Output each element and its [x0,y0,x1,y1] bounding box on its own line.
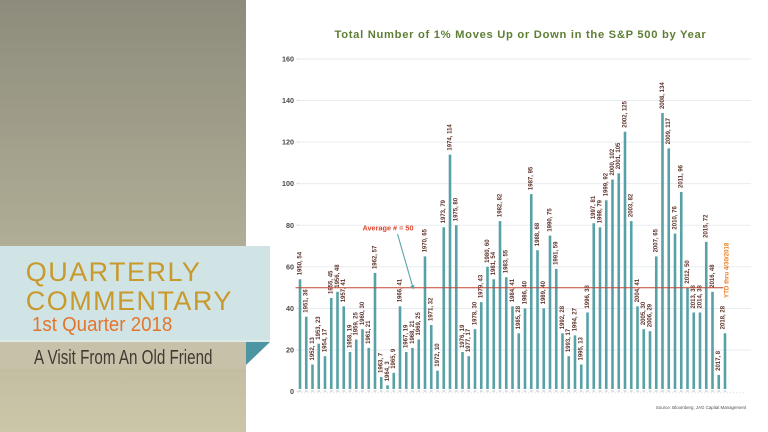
svg-text:1959, 25: 1959, 25 [354,312,360,336]
svg-text:1955, 45: 1955, 45 [329,270,335,294]
svg-text:1966, 41: 1966, 41 [397,278,403,302]
svg-text:1963, 7: 1963, 7 [379,352,385,373]
svg-text:2016, 48: 2016, 48 [710,264,716,288]
svg-text:1986, 40: 1986, 40 [522,280,528,304]
svg-text:60: 60 [286,262,294,271]
svg-text:1953, 23: 1953, 23 [316,316,322,340]
svg-text:YTD thru 4/30/2018: YTD thru 4/30/2018 [723,242,730,298]
svg-text:2015, 72: 2015, 72 [704,214,710,238]
svg-text:1954, 17: 1954, 17 [322,328,328,352]
svg-text:2018, 28: 2018, 28 [721,305,727,329]
svg-text:2012, 50: 2012, 50 [685,260,691,284]
svg-text:1992, 28: 1992, 28 [560,305,566,329]
svg-text:1987, 95: 1987, 95 [529,166,535,190]
svg-text:1982, 82: 1982, 82 [497,193,503,217]
svg-text:1977, 17: 1977, 17 [466,328,472,352]
svg-text:1965, 9: 1965, 9 [391,348,397,369]
svg-text:Source: Bloomberg, JAG Capital: Source: Bloomberg, JAG Capital Managemen… [656,405,747,410]
svg-text:1980, 60: 1980, 60 [485,239,491,263]
svg-text:Total Number of 1% Moves Up or: Total Number of 1% Moves Up or Down in t… [335,29,707,41]
svg-text:2000, 102: 2000, 102 [610,148,616,175]
svg-text:1984, 41: 1984, 41 [510,278,516,302]
svg-text:1956, 48: 1956, 48 [335,264,341,288]
svg-text:2017, 8: 2017, 8 [716,350,722,371]
svg-text:2004, 41: 2004, 41 [635,278,641,302]
svg-text:1999, 92: 1999, 92 [604,172,610,196]
svg-text:1973, 79: 1973, 79 [441,199,447,223]
svg-text:1967, 19: 1967, 19 [404,324,410,348]
svg-text:1961, 21: 1961, 21 [366,320,372,344]
svg-text:2007, 65: 2007, 65 [654,228,660,252]
svg-text:2005, 30: 2005, 30 [641,301,647,325]
svg-text:1975, 80: 1975, 80 [454,197,460,221]
svg-text:2010, 76: 2010, 76 [672,206,678,230]
svg-text:1978, 30: 1978, 30 [472,301,478,325]
svg-text:1958, 19: 1958, 19 [347,324,353,348]
svg-text:Average # = 50: Average # = 50 [363,224,414,233]
svg-text:1988, 68: 1988, 68 [535,222,541,246]
svg-text:1985, 28: 1985, 28 [516,305,522,329]
svg-text:1989, 40: 1989, 40 [541,280,547,304]
svg-text:2013, 38: 2013, 38 [691,285,697,309]
svg-text:1994, 27: 1994, 27 [572,307,578,331]
svg-text:2001, 105: 2001, 105 [616,142,622,169]
svg-text:2002, 125: 2002, 125 [622,100,628,127]
svg-text:40: 40 [286,304,294,313]
svg-text:1950, 54: 1950, 54 [297,251,303,275]
svg-text:1983, 55: 1983, 55 [504,249,510,273]
svg-text:1971, 32: 1971, 32 [429,297,435,321]
svg-text:120: 120 [282,138,294,147]
svg-text:2008, 134: 2008, 134 [660,82,666,109]
svg-text:100: 100 [282,179,294,188]
svg-text:1972, 10: 1972, 10 [435,343,441,367]
svg-text:1957, 41: 1957, 41 [341,278,347,302]
svg-text:1995, 13: 1995, 13 [579,336,585,360]
svg-text:1968, 21: 1968, 21 [410,320,416,344]
svg-text:160: 160 [282,55,294,64]
svg-text:2006, 29: 2006, 29 [647,303,653,327]
svg-text:1979, 43: 1979, 43 [479,274,485,298]
svg-text:2011, 96: 2011, 96 [679,164,685,188]
svg-text:2009, 117: 2009, 117 [666,117,672,144]
svg-text:1960, 30: 1960, 30 [360,301,366,325]
svg-text:1996, 38: 1996, 38 [585,285,591,309]
svg-text:1991, 59: 1991, 59 [554,241,560,265]
svg-text:1981, 54: 1981, 54 [491,251,497,275]
svg-text:80: 80 [286,221,294,230]
svg-text:1969, 25: 1969, 25 [416,312,422,336]
svg-text:20: 20 [286,345,294,354]
svg-text:1976, 19: 1976, 19 [460,324,466,348]
svg-text:1993, 17: 1993, 17 [566,328,572,352]
svg-text:1974, 114: 1974, 114 [447,124,453,151]
svg-text:140: 140 [282,96,294,105]
svg-text:1970, 65: 1970, 65 [422,228,428,252]
svg-text:1952, 13: 1952, 13 [310,336,316,360]
svg-text:1964, 3: 1964, 3 [385,361,391,382]
svg-text:1997, 81: 1997, 81 [591,195,597,219]
svg-text:2014, 38: 2014, 38 [697,285,703,309]
svg-text:0: 0 [290,387,294,396]
svg-text:1990, 75: 1990, 75 [547,208,553,232]
svg-text:2003, 82: 2003, 82 [629,193,635,217]
svg-text:1951, 36: 1951, 36 [304,289,310,313]
svg-text:1962, 57: 1962, 57 [372,245,378,269]
svg-text:1998, 79: 1998, 79 [597,199,603,223]
